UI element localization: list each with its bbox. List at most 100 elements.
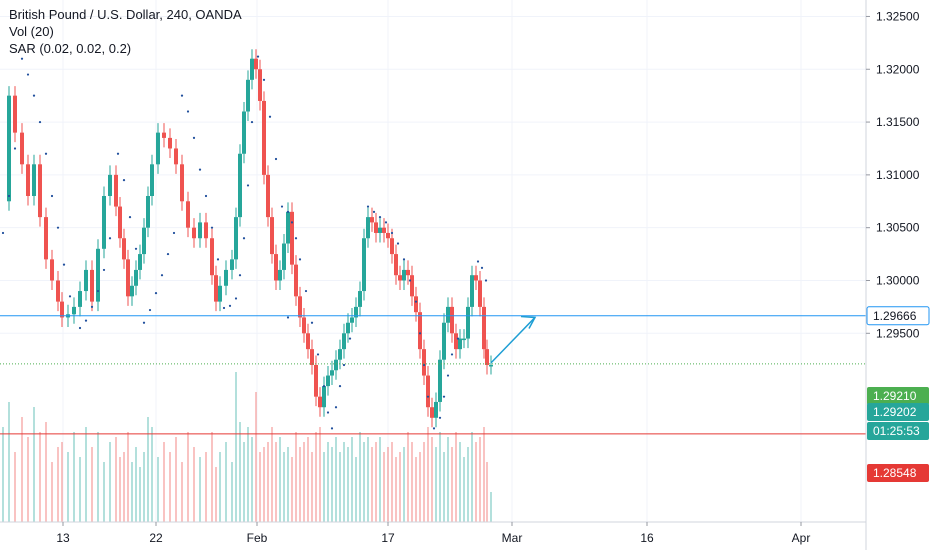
- volume-bar: [231, 462, 233, 522]
- candle-body: [162, 132, 166, 138]
- volume-bar: [483, 427, 485, 522]
- time-axis-label: 13: [56, 531, 70, 545]
- sar-dot: [366, 205, 370, 208]
- sar-dot: [476, 260, 480, 263]
- sar-dot: [290, 221, 294, 224]
- candle-body: [382, 227, 386, 233]
- candle-body: [168, 137, 172, 149]
- sar-dot: [204, 194, 208, 198]
- candle-body: [418, 312, 422, 350]
- sar-dot: [148, 308, 152, 312]
- candle-body: [13, 95, 17, 133]
- sar-dot: [78, 326, 82, 330]
- volume-bar: [205, 452, 207, 522]
- candle-body: [254, 58, 258, 70]
- candle-body: [362, 238, 366, 292]
- volume-bar: [131, 462, 133, 522]
- candle-body: [286, 211, 290, 244]
- volume-bar: [181, 462, 183, 522]
- candle-body: [258, 69, 262, 101]
- sar-dot: [142, 321, 146, 324]
- sar-dot: [216, 258, 220, 261]
- volume-bar: [371, 447, 373, 522]
- volume-bar: [411, 442, 413, 522]
- volume-bar: [355, 457, 357, 522]
- volume-bar: [2, 427, 4, 522]
- candle-body: [118, 206, 122, 239]
- price-axis-label: 1.29500: [876, 326, 920, 340]
- sar-dot: [160, 274, 164, 277]
- sar-dot: [256, 55, 260, 58]
- volume-bar: [307, 437, 309, 522]
- volume-bar: [379, 437, 381, 522]
- sar-dot: [1, 231, 5, 235]
- sar-dot: [102, 268, 106, 272]
- candle-body: [204, 222, 208, 239]
- candle-body: [430, 407, 434, 418]
- volume-bar: [255, 392, 257, 522]
- sar-dot: [294, 237, 298, 240]
- sar-dot: [262, 78, 266, 81]
- volume-bar: [415, 457, 417, 522]
- candle-body: [44, 217, 48, 260]
- volume-bar: [135, 447, 137, 522]
- volume-bar: [243, 442, 245, 522]
- volume-bar: [459, 442, 461, 522]
- sar-dot: [246, 184, 250, 187]
- volume-bar: [275, 442, 277, 522]
- candle-body: [346, 322, 350, 334]
- level-badge-1-28548: [867, 464, 929, 482]
- sar-dot: [128, 216, 132, 219]
- sar-dot: [322, 385, 326, 388]
- candle-body: [462, 338, 466, 341]
- volume-bar: [147, 417, 149, 522]
- sar-dot: [90, 305, 94, 308]
- volume-bar: [423, 442, 425, 522]
- candle-body: [298, 296, 302, 318]
- candle-body: [422, 349, 426, 376]
- sar-dot: [192, 136, 196, 140]
- projection-arrowhead: [520, 315, 537, 329]
- volume-bar: [363, 442, 365, 522]
- volume-bar: [283, 452, 285, 522]
- sar-dot: [456, 337, 460, 340]
- candle-body: [450, 306, 454, 334]
- candle-body: [192, 227, 196, 239]
- candle-body: [366, 217, 370, 239]
- candle-body: [230, 259, 234, 270]
- sar-dot: [402, 258, 406, 261]
- sar-dot: [280, 205, 284, 208]
- sar-indicator-label: SAR (0.02, 0.02, 0.2): [9, 41, 132, 56]
- volume-bar: [33, 407, 35, 522]
- volume-bar: [21, 417, 23, 522]
- sar-dot: [442, 395, 446, 398]
- volume-bar: [259, 452, 261, 522]
- candle-body: [489, 364, 493, 367]
- candle-body: [26, 164, 30, 196]
- volume-bar: [439, 432, 441, 522]
- volume-bar: [199, 457, 201, 522]
- sar-dot: [154, 292, 158, 295]
- sar-dot: [316, 353, 320, 356]
- volume-bar: [339, 452, 341, 522]
- volume-bar: [51, 462, 53, 522]
- sar-dot: [13, 147, 17, 150]
- sar-dot: [438, 416, 442, 419]
- candle-body: [442, 322, 446, 360]
- volume-bar: [139, 467, 141, 522]
- candle-body: [334, 359, 338, 371]
- volume-bar: [475, 442, 477, 522]
- price-axis-label: 1.31500: [876, 115, 920, 129]
- candle-body: [294, 264, 298, 297]
- sar-dot: [342, 363, 346, 367]
- candle-body: [342, 333, 346, 350]
- candle-body: [386, 232, 390, 239]
- level-badge-1-28548-text: 1.28548: [873, 466, 917, 480]
- price-axis-label: 1.31000: [876, 168, 920, 182]
- volume-bar: [115, 437, 117, 522]
- candle-body: [218, 285, 222, 302]
- candle-body: [50, 259, 54, 281]
- volume-bar: [61, 442, 63, 522]
- candle-body: [134, 269, 138, 286]
